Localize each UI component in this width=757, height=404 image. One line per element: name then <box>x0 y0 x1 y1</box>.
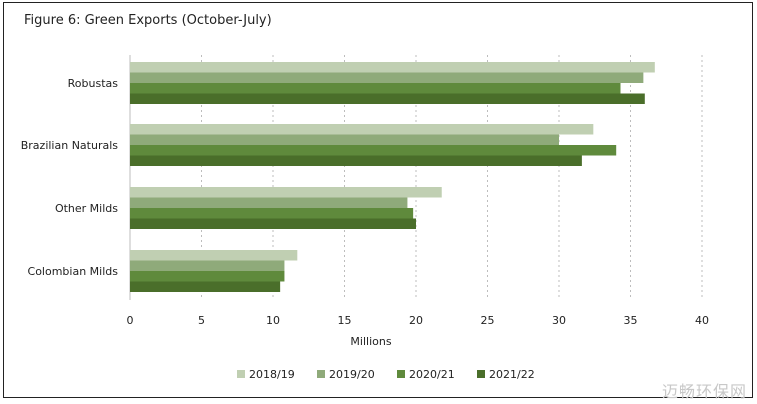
x-tick-label: 30 <box>552 314 566 327</box>
bar <box>130 83 621 94</box>
bar <box>130 72 644 83</box>
bar <box>130 250 298 261</box>
x-tick-label: 20 <box>409 314 423 327</box>
legend-label: 2020/21 <box>409 368 455 381</box>
legend-swatch <box>477 370 485 378</box>
x-tick-label: 15 <box>338 314 352 327</box>
x-tick-label: 5 <box>198 314 205 327</box>
bar <box>130 124 594 135</box>
watermark: 迈畅环保网 <box>661 382 747 401</box>
x-axis-title: Millions <box>350 335 391 348</box>
bar <box>130 281 281 292</box>
legend-label: 2019/20 <box>329 368 375 381</box>
bar <box>130 208 414 219</box>
bar <box>130 134 559 145</box>
bar <box>130 62 655 73</box>
bar <box>130 93 645 104</box>
x-tick-label: 0 <box>127 314 134 327</box>
legend-swatch <box>317 370 325 378</box>
x-tick-label: 25 <box>481 314 495 327</box>
category-label: Robustas <box>68 77 119 90</box>
bar <box>130 187 442 198</box>
bar <box>130 218 416 229</box>
bar <box>130 260 285 271</box>
bar <box>130 271 285 282</box>
x-tick-label: 40 <box>695 314 709 327</box>
x-tick-label: 35 <box>624 314 638 327</box>
bar <box>130 155 582 166</box>
bar <box>130 197 408 208</box>
category-label: Colombian Milds <box>28 265 119 278</box>
legend-swatch <box>397 370 405 378</box>
legend-label: 2018/19 <box>249 368 295 381</box>
category-label: Brazilian Naturals <box>21 139 119 152</box>
chart-title: Figure 6: Green Exports (October-July) <box>24 13 272 28</box>
bar <box>130 145 617 156</box>
category-label: Other Milds <box>55 202 118 215</box>
legend-label: 2021/22 <box>489 368 535 381</box>
legend-swatch <box>237 370 245 378</box>
x-tick-label: 10 <box>266 314 280 327</box>
